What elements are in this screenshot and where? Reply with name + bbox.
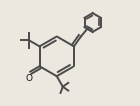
Text: O: O [26,74,33,83]
